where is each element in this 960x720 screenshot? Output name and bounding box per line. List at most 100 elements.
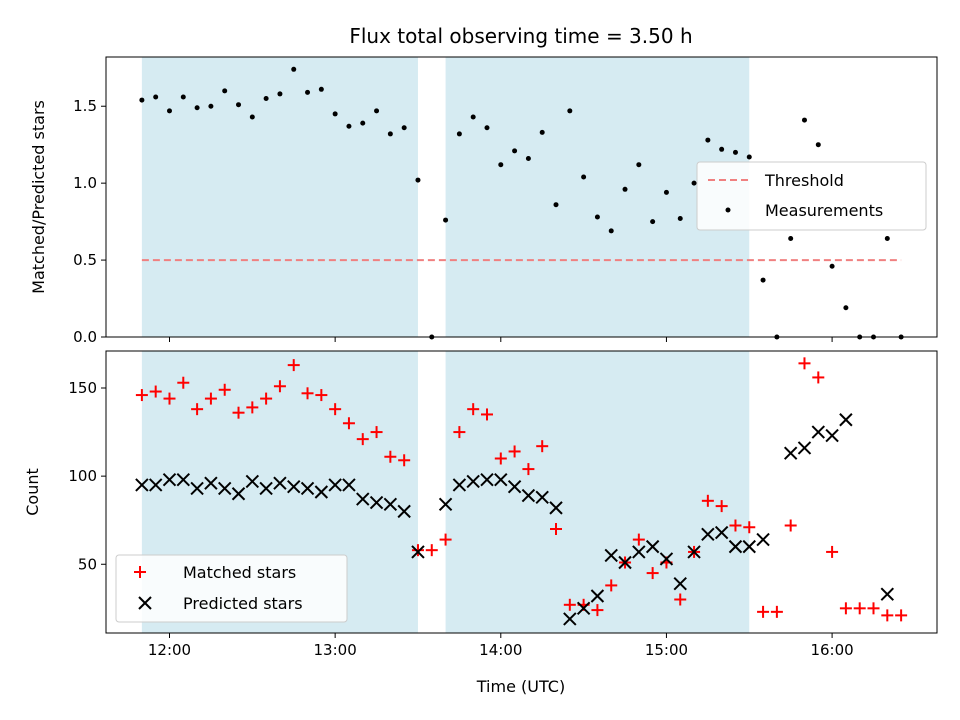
bottom-legend: Matched stars Predicted stars: [115, 554, 348, 623]
predicted-star-point: [590, 589, 605, 603]
matched-star-point: [867, 602, 880, 615]
matched-star-point: [398, 454, 411, 467]
matched-star-point: [632, 533, 645, 546]
predicted-star-point: [659, 552, 674, 566]
predicted-star-point: [507, 480, 522, 494]
measurement-point: [650, 219, 656, 225]
top-x-ticks: [168, 337, 833, 342]
measurement-point: [387, 131, 393, 137]
measurement-point: [512, 148, 518, 154]
x-tick-label: 13:00: [314, 641, 357, 659]
measurement-point: [746, 154, 752, 160]
measurement-point: [760, 277, 766, 283]
measurement-point: [443, 217, 449, 223]
measurement-point: [470, 114, 476, 120]
matched-star-point: [646, 567, 659, 580]
measurement-point: [705, 137, 711, 143]
matched-star-point: [508, 445, 521, 458]
legend-matched-marker: [134, 566, 146, 578]
matched-star-point: [149, 385, 162, 398]
matched-star-point: [881, 609, 894, 622]
matched-star-point: [467, 403, 480, 416]
bottom-y-tick-label: 100: [68, 467, 97, 485]
predicted-star-point: [687, 545, 701, 559]
matched-star-point: [743, 521, 756, 534]
matched-star-point: [715, 500, 728, 513]
top-shaded-span: [141, 57, 418, 337]
matched-star-point: [853, 602, 866, 615]
predicted-star-point: [204, 476, 218, 490]
matched-star-point: [522, 463, 535, 476]
bottom-y-axis-label: Count: [23, 468, 42, 516]
predicted-star-point: [604, 548, 618, 563]
measurement-point: [677, 216, 683, 222]
x-tick-label: 15:00: [645, 641, 688, 659]
measurement-point: [139, 97, 145, 103]
measurement-point: [484, 125, 490, 131]
measurement-point: [498, 162, 504, 168]
predicted-star-point: [148, 478, 163, 492]
matched-star-point: [784, 519, 797, 532]
measurement-point: [305, 89, 311, 95]
measurement-point: [263, 96, 269, 102]
matched-star-point: [439, 533, 452, 546]
bottom-x-ticks: 12:00 13:00 14:00 15:00 16:00: [148, 633, 854, 659]
measurement-point: [732, 149, 738, 155]
matched-star-point: [453, 426, 466, 439]
matched-star-point: [839, 602, 852, 615]
predicted-star-point: [797, 441, 812, 455]
predicted-star-point: [397, 504, 411, 519]
measurement-point: [249, 114, 255, 120]
matched-star-point: [329, 403, 342, 416]
matched-star-point: [550, 523, 563, 536]
predicted-star-point: [438, 497, 453, 512]
top-y-ticks: 0.0 0.5 1.0 1.5: [73, 97, 106, 346]
matched-star-point: [191, 403, 204, 416]
matched-star-point: [591, 604, 604, 617]
matched-star-point: [315, 389, 328, 402]
predicted-star-point: [452, 478, 467, 492]
matched-star-point: [563, 598, 576, 611]
matched-star-point: [757, 605, 770, 618]
matched-star-point: [232, 406, 245, 419]
matched-star-point: [895, 609, 908, 622]
matched-star-point: [135, 389, 148, 402]
measurement-point: [553, 202, 559, 208]
bottom-plot-frame: [105, 350, 938, 634]
matched-star-point: [425, 544, 438, 557]
matched-star-point: [204, 392, 217, 405]
top-legend-box: [696, 161, 927, 231]
predicted-star-point: [701, 527, 715, 542]
measurement-point: [180, 94, 186, 100]
measurement-point: [194, 105, 200, 111]
measurement-point: [222, 88, 228, 94]
measurement-point: [277, 91, 283, 97]
bottom-y-tick-label: 50: [78, 555, 97, 573]
matched-star-point: [494, 452, 507, 465]
matched-star-point: [246, 401, 259, 414]
measurement-point: [636, 162, 642, 168]
measurement-point: [208, 103, 214, 109]
top-y-tick-label: 1.0: [73, 174, 97, 192]
predicted-star-point: [162, 472, 177, 487]
measurement-point: [236, 102, 242, 108]
bottom-y-ticks: 50 100 150: [68, 379, 106, 573]
x-tick-label: 14:00: [479, 641, 522, 659]
matched-star-point: [163, 392, 176, 405]
measurement-point: [884, 236, 890, 242]
predicted-star-point: [287, 480, 301, 494]
matched-star-point: [701, 494, 714, 507]
matched-star-point: [342, 417, 355, 430]
matched-star-point: [177, 376, 190, 389]
predicted-star-point: [176, 472, 190, 487]
predicted-star-point: [618, 555, 632, 570]
predicted-star-point: [190, 481, 204, 496]
top-y-axis-label: Matched/Predicted stars: [29, 100, 48, 294]
matched-star-point: [356, 433, 369, 446]
bottom-panel: 12:00 13:00 14:00 15:00 16:00 50 100 150 Count…: [23, 350, 938, 696]
top-y-tick-label: 0.5: [73, 251, 97, 269]
predicted-star-point: [742, 539, 756, 554]
measurement-point: [166, 108, 172, 114]
measurement-point: [801, 117, 807, 123]
matched-star-point: [605, 579, 618, 592]
